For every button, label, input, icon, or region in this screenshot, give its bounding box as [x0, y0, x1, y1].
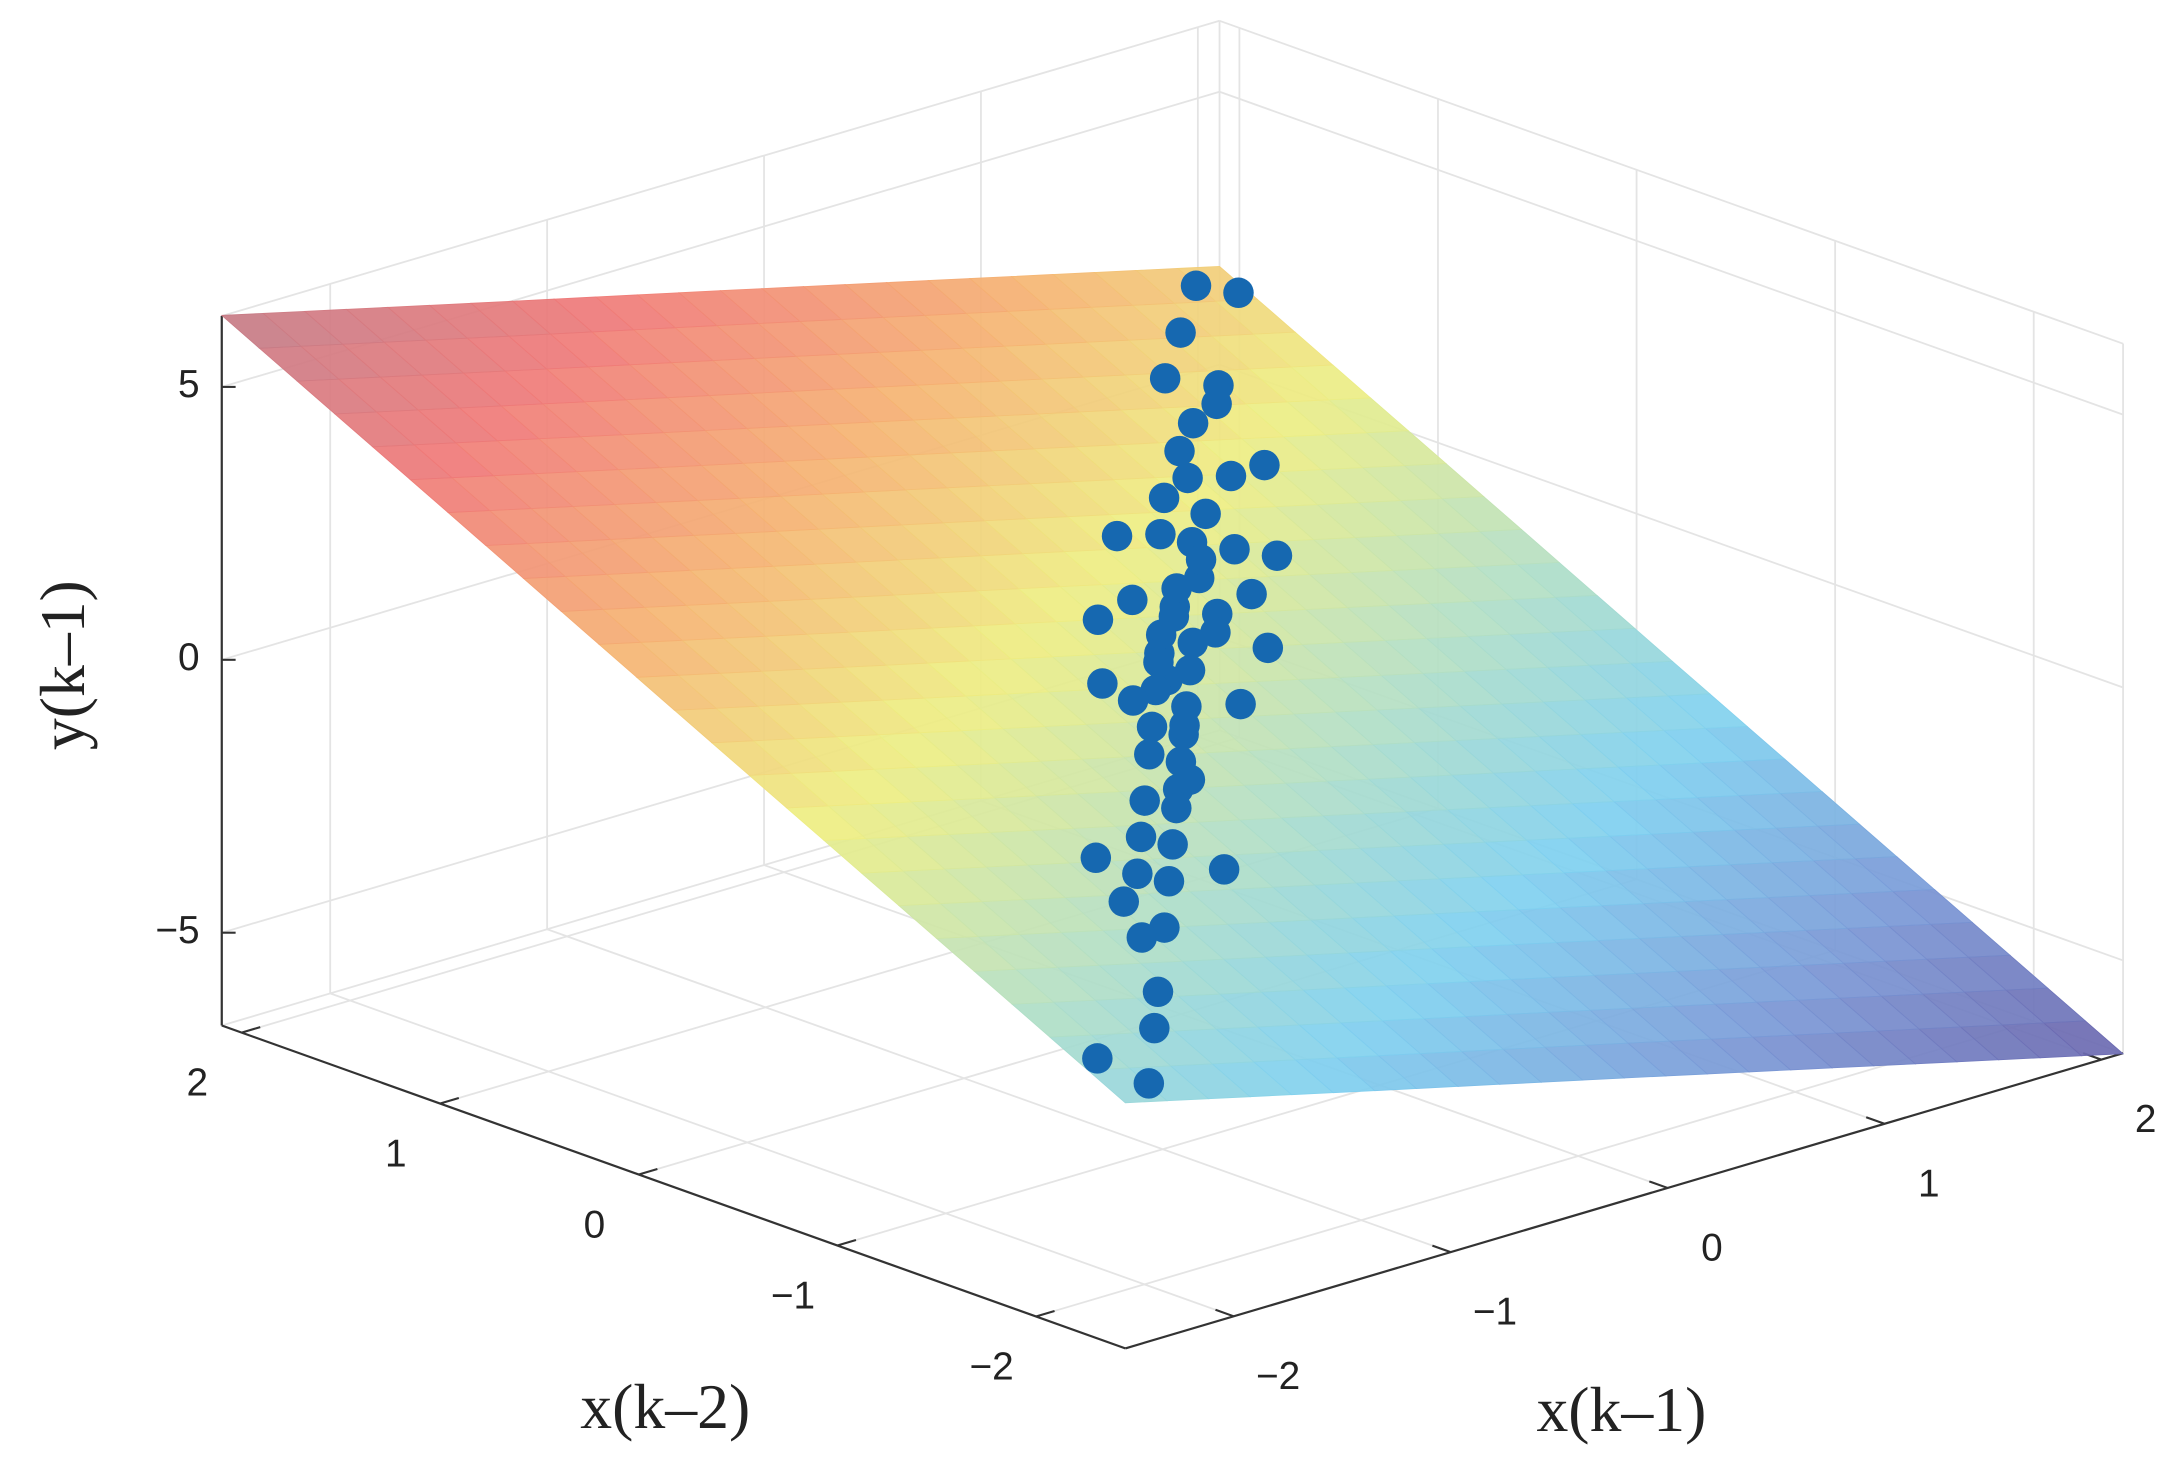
- x1-axis: [1124, 1052, 2124, 1350]
- scatter-point: [1161, 792, 1192, 824]
- z-tick-label: 0: [178, 636, 200, 679]
- scatter-point: [1177, 627, 1209, 659]
- box-edge: [1219, 19, 2124, 345]
- scatter-point: [1172, 462, 1203, 494]
- scatter-point: [1117, 584, 1148, 616]
- x1-tick-label: 1: [1918, 1162, 1940, 1205]
- scatter-point: [1082, 604, 1114, 636]
- scatter-point: [1122, 858, 1153, 889]
- grid-line: [1035, 1020, 2034, 1318]
- scatter-point: [1174, 764, 1206, 795]
- scatter-point: [1133, 1068, 1165, 1099]
- x2-tick-label: −1: [771, 1274, 815, 1317]
- scatter-point: [1134, 739, 1165, 770]
- grid-line: [546, 928, 1451, 1253]
- z-axis-label: y(k–1): [27, 580, 98, 750]
- box-edge: [221, 19, 1220, 317]
- x1-tick-label: 2: [2135, 1098, 2157, 1141]
- tick-mark: [1215, 1308, 1235, 1318]
- x2-axis-label: x(k–2): [580, 1371, 750, 1442]
- scatter-point: [1126, 922, 1158, 953]
- scatter-point: [1177, 407, 1209, 439]
- scatter-point: [1082, 1043, 1113, 1074]
- scatter-point: [1219, 534, 1250, 565]
- scatter-point: [1200, 617, 1231, 648]
- scatter-point: [1108, 886, 1140, 917]
- scatter-point: [1140, 674, 1171, 706]
- scatter-point: [1087, 668, 1118, 699]
- tick-mark: [1432, 1244, 1452, 1254]
- scatter-point: [1236, 578, 1267, 610]
- scatter-point: [1223, 277, 1254, 309]
- scatter-point: [1190, 498, 1221, 530]
- scatter-point: [1215, 460, 1247, 492]
- x1-tick-label: 0: [1701, 1227, 1723, 1270]
- scatter-point: [1139, 1012, 1170, 1044]
- scatter-point: [1136, 711, 1168, 743]
- scatter-point: [1203, 370, 1234, 401]
- tick-mark: [1035, 1309, 1055, 1318]
- scatter-point: [1185, 544, 1217, 575]
- scatter-point: [1145, 518, 1176, 550]
- x2-tick-label: 2: [186, 1061, 208, 1104]
- x2-tick-label: 0: [584, 1203, 606, 1246]
- tick-mark: [1648, 1180, 1668, 1189]
- x1-tick-label: −1: [1473, 1291, 1517, 1334]
- x2-tick-label: −2: [969, 1345, 1013, 1388]
- tick-mark: [1865, 1116, 1885, 1125]
- scatter-point: [1101, 520, 1133, 552]
- scatter-point: [1125, 821, 1157, 853]
- tick-mark: [837, 1238, 857, 1247]
- z-tick-label: 5: [178, 363, 200, 406]
- scatter-point: [1252, 632, 1284, 664]
- x1-axis-label: x(k–1): [1536, 1374, 1706, 1445]
- x1-tick-label: −2: [1256, 1355, 1300, 1398]
- scatter-point: [1261, 540, 1293, 571]
- scatter-point: [1129, 785, 1160, 816]
- grid-line: [1219, 90, 2124, 416]
- scatter-point: [1208, 854, 1240, 885]
- scatter-point: [1169, 710, 1200, 741]
- x2-tick-label: 1: [385, 1132, 407, 1175]
- scatter-point: [1142, 976, 1174, 1008]
- scatter-point: [1249, 449, 1280, 481]
- scatter-point: [1157, 829, 1188, 860]
- grid-line: [329, 992, 1235, 1318]
- x2-axis: [221, 1024, 1126, 1350]
- scatter-point: [1164, 435, 1195, 467]
- scatter-point: [1225, 688, 1256, 720]
- tick-mark: [241, 1026, 261, 1034]
- z-tick-label: −5: [155, 909, 199, 952]
- tick-mark: [439, 1097, 460, 1105]
- scatter-point: [1148, 482, 1180, 514]
- scatter-point: [1180, 270, 1212, 302]
- scatter-point: [1149, 363, 1181, 394]
- scatter-point: [1153, 866, 1185, 897]
- tick-mark: [638, 1168, 658, 1176]
- scatter-point: [1143, 646, 1174, 678]
- scatter-point: [1080, 842, 1112, 874]
- scatter-point: [1165, 317, 1196, 348]
- scatter-point: [1117, 685, 1149, 716]
